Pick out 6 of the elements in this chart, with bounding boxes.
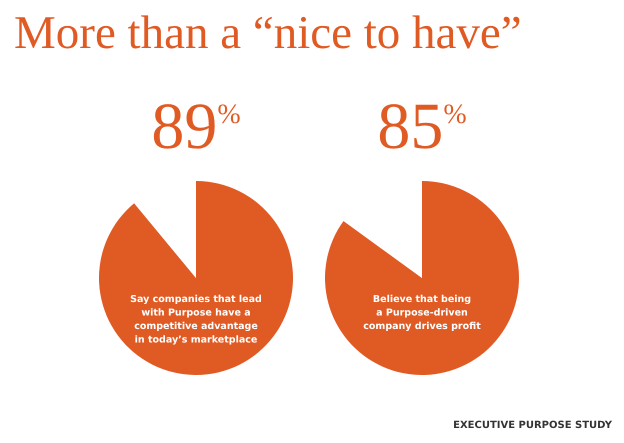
- slice-label: Believe that being a Purpose-driven company drives profit: [363, 294, 482, 332]
- chart-title: More than a “nice to have”: [14, 7, 522, 59]
- data-label: 89$^{%}$: [151, 90, 241, 163]
- slice-label: Say companies that lead with Purpose have a competitive advantage in today’s marketplace: [130, 294, 262, 346]
- text: EXECUTIVE PURPOSE STUDY: [453, 420, 613, 431]
- data-label: 85$^{%}$: [377, 90, 467, 163]
